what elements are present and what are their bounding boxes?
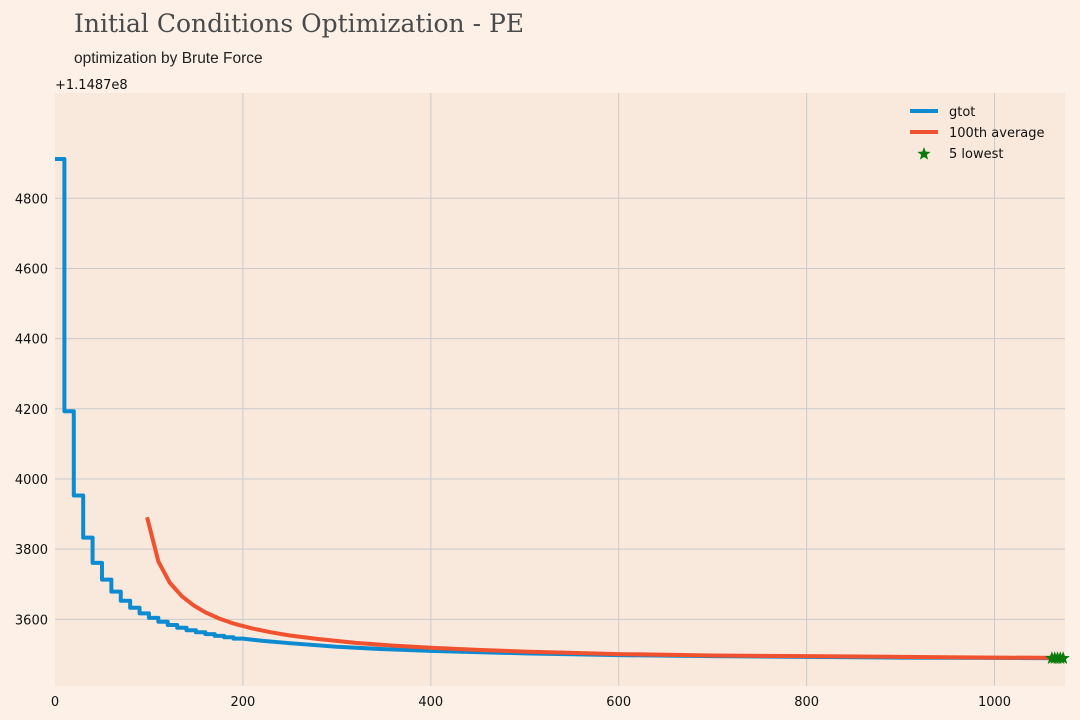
legend-star-marker [917,147,931,160]
x-tick-label: 600 [606,695,631,710]
x-tick-label: 800 [794,695,819,710]
legend: gtot 100th average 5 lowest [910,105,1045,162]
series-layer [55,156,1070,664]
y-tick-label: 3800 [15,543,48,558]
x-tick-label: 0 [51,695,59,710]
axis-ticks: 0 200 400 600 800 1000 3600 3800 4000 4200 4400 460… [15,192,1011,710]
y-tick-label: 4400 [15,333,48,348]
chart-subtitle: optimization by Brute Force [74,50,263,67]
legend-label: 100th average [949,126,1045,141]
chart-title: Initial Conditions Optimization - PE [74,9,524,38]
x-tick-label: 200 [230,695,255,710]
y-tick-label: 4200 [15,403,48,418]
x-tick-label: 400 [418,695,443,710]
y-tick-label: 4600 [15,262,48,277]
legend-label: gtot [949,105,975,120]
legend-label: 5 lowest [949,147,1003,162]
y-tick-label: 4000 [15,473,48,488]
gtot-line [55,156,1066,661]
y-tick-label: 4800 [15,192,48,207]
y-tick-label: 3600 [15,613,48,628]
y-offset-label: +1.1487e8 [55,78,128,93]
plot-area [55,93,1065,686]
x-tick-label: 1000 [978,695,1011,710]
lowest-point-star [1056,651,1070,664]
average-line [145,516,1066,660]
